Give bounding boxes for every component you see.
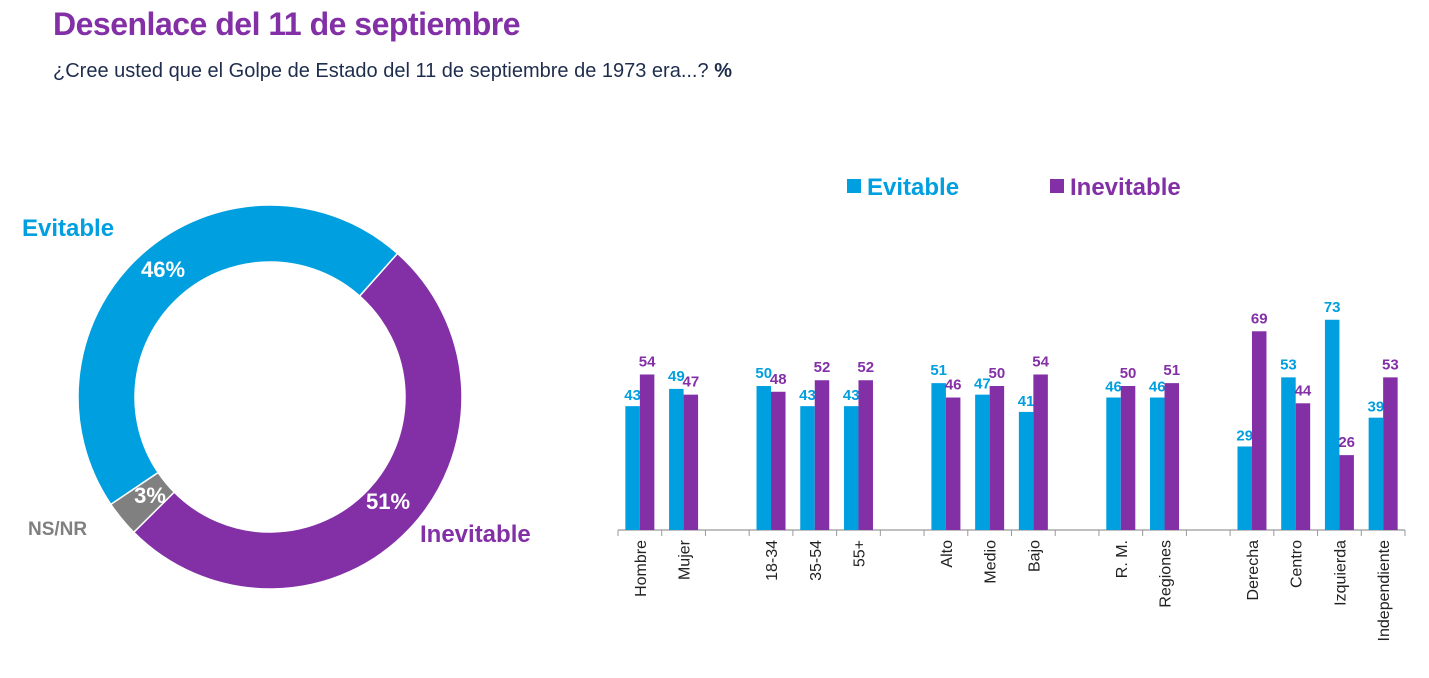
- bar-value-label: 41: [1018, 393, 1035, 410]
- bar-inevitable: [858, 380, 873, 530]
- question-text: ¿Cree usted que el Golpe de Estado del 1…: [53, 60, 709, 82]
- bar-value-label: 51: [1163, 362, 1180, 379]
- bar-value-label: 43: [799, 387, 816, 404]
- donut-slice-inevitable: [132, 252, 463, 590]
- unit-label: %: [714, 60, 732, 82]
- bar-evitable: [975, 394, 990, 530]
- category-label: Izquierda: [1332, 540, 1349, 606]
- bar-inevitable: [1251, 331, 1267, 530]
- bar-evitable: [800, 406, 815, 530]
- bar-evitable: [669, 388, 684, 530]
- bar-value-label: 26: [1338, 434, 1355, 451]
- bar-value-label: 43: [843, 387, 860, 404]
- bar-value-label: 52: [814, 359, 831, 376]
- bar-value-label: 43: [624, 387, 641, 404]
- donut-value-label: 51%: [366, 489, 410, 514]
- bar-inevitable: [683, 394, 699, 530]
- donut-value-label: 46%: [141, 257, 185, 282]
- bar-value-label: 53: [1382, 356, 1399, 373]
- donut-category-label: Inevitable: [420, 521, 531, 548]
- bar-value-label: 54: [1032, 353, 1049, 370]
- donut-category-label: Evitable: [22, 215, 114, 242]
- bar-evitable: [1018, 411, 1034, 530]
- legend-label: Evitable: [867, 174, 959, 201]
- category-label: 18-34: [764, 540, 781, 581]
- bar-value-label: 54: [639, 353, 656, 370]
- legend-swatch-inevitable: [1050, 179, 1064, 193]
- category-label: 35-54: [808, 540, 825, 581]
- bar-inevitable: [639, 374, 655, 530]
- bar-value-label: 52: [857, 359, 874, 376]
- bar-evitable: [1368, 417, 1384, 530]
- bar-inevitable: [1295, 403, 1311, 530]
- bar-value-label: 44: [1295, 382, 1312, 399]
- bar-inevitable: [1033, 374, 1048, 530]
- bar-inevitable: [1383, 377, 1398, 530]
- bar-value-label: 53: [1280, 356, 1297, 373]
- category-label: Centro: [1289, 540, 1306, 588]
- bar-evitable: [843, 406, 859, 530]
- bar-value-label: 39: [1368, 399, 1385, 416]
- bar-evitable: [1324, 319, 1340, 530]
- bar-value-label: 29: [1236, 427, 1253, 444]
- bar-inevitable: [814, 380, 830, 530]
- category-label: Regiones: [1158, 540, 1175, 608]
- category-label: Hombre: [633, 540, 650, 597]
- bar-value-label: 46: [1105, 379, 1122, 396]
- bar-evitable: [1106, 397, 1121, 530]
- bar-value-label: 47: [682, 374, 699, 391]
- bar-value-label: 73: [1324, 299, 1341, 316]
- category-label: Medio: [983, 540, 1000, 584]
- bar-value-label: 50: [755, 365, 772, 382]
- category-label: Alto: [939, 540, 956, 568]
- bar-inevitable: [945, 397, 961, 530]
- donut-slice-evitable: [77, 204, 399, 506]
- bar-evitable: [1150, 397, 1165, 530]
- bar-value-label: 48: [770, 371, 787, 388]
- bar-evitable: [625, 406, 640, 530]
- donut-value-label: 3%: [134, 483, 166, 508]
- bar-value-label: 69: [1251, 310, 1268, 327]
- bar-value-label: 51: [930, 362, 947, 379]
- category-label: 55+: [851, 540, 868, 567]
- bar-inevitable: [771, 391, 786, 530]
- bar-value-label: 46: [945, 377, 962, 394]
- donut-category-label: NS/NR: [28, 519, 87, 540]
- bar-evitable: [1237, 446, 1252, 530]
- bar-evitable: [1281, 377, 1296, 530]
- category-label: Derecha: [1245, 540, 1262, 601]
- category-label: R. M.: [1114, 540, 1131, 578]
- bar-value-label: 50: [1120, 365, 1137, 382]
- category-label: Mujer: [677, 539, 694, 580]
- bar-value-label: 49: [668, 368, 685, 385]
- page-subtitle: ¿Cree usted que el Golpe de Estado del 1…: [53, 60, 732, 83]
- bar-evitable: [756, 386, 772, 530]
- bar-value-label: 50: [989, 365, 1006, 382]
- category-label: Independiente: [1376, 540, 1393, 642]
- bar-value-label: 47: [974, 376, 991, 393]
- bar-inevitable: [1339, 455, 1354, 530]
- legend-label: Inevitable: [1070, 174, 1181, 201]
- bar-value-label: 46: [1149, 379, 1166, 396]
- bar-evitable: [931, 383, 946, 530]
- bar-inevitable: [1120, 386, 1136, 530]
- legend-swatch-evitable: [847, 179, 861, 193]
- bar-inevitable: [989, 386, 1005, 530]
- category-label: Bajo: [1026, 540, 1043, 572]
- bar-inevitable: [1164, 383, 1180, 530]
- page-title: Desenlace del 11 de septiembre: [53, 6, 521, 42]
